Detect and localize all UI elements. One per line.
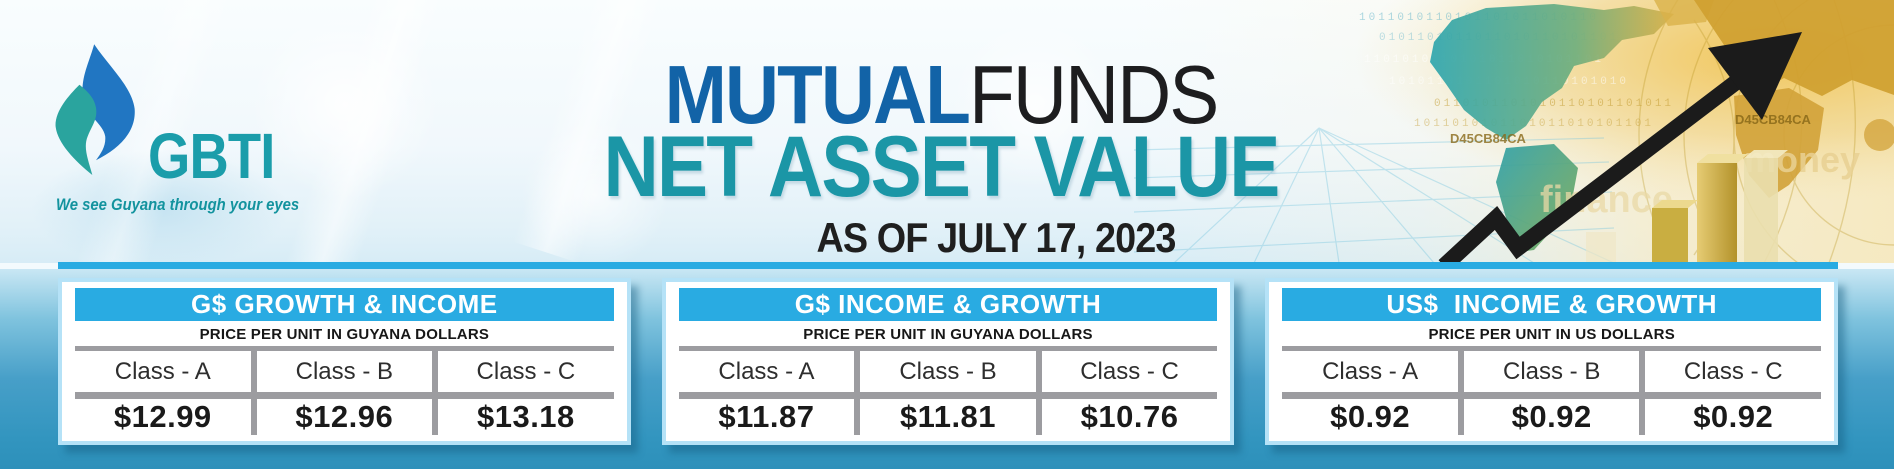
- brand-tagline: We see Guyana through your eyes: [56, 196, 300, 214]
- fund-grid: Class - A Class - B Class - C $12.99 $12…: [75, 351, 614, 435]
- divider: [678, 346, 1218, 351]
- bar-chart-icon: [1586, 150, 1788, 263]
- fund-title: G$ INCOME & GROWTH: [678, 288, 1218, 321]
- fund-subtitle: PRICE PER UNIT IN GUYANA DOLLARS: [199, 326, 490, 343]
- divider-rule: [58, 262, 1838, 269]
- fund-title: G$ GROWTH & INCOME: [75, 288, 614, 321]
- class-b-price: $12.96: [295, 399, 394, 434]
- class-b-header: Class - B: [899, 357, 997, 385]
- fund-title: US$ INCOME & GROWTH: [1282, 288, 1822, 321]
- class-b-price: $11.81: [899, 399, 997, 434]
- fund-card-us-income-growth: US$ INCOME & GROWTH PRICE PER UNIT IN US…: [1265, 278, 1839, 445]
- growth-arrow-icon: [1438, 32, 1802, 263]
- divider: [1282, 392, 1822, 399]
- class-a-price: $11.87: [718, 399, 815, 434]
- australia-shape: [1864, 119, 1894, 151]
- hex-code-label: D45CB84CA: [1450, 131, 1526, 146]
- class-a-header: Class - A: [1322, 357, 1419, 385]
- logo-flame-teal: [55, 84, 97, 175]
- title-mutual: MUTUAL: [664, 48, 971, 141]
- fund-grid: Class - A Class - B Class - C $11.87 $11…: [678, 351, 1218, 435]
- as-of-date: AS OF JULY 17, 2023: [816, 214, 1176, 261]
- class-c-price: $0.92: [1693, 399, 1774, 434]
- divider: [1282, 346, 1822, 351]
- class-c-price: $13.18: [476, 399, 575, 434]
- class-c-price: $10.76: [1080, 399, 1179, 434]
- fund-tables-section: G$ GROWTH & INCOME PRICE PER UNIT IN GUY…: [58, 278, 1839, 445]
- fund-subtitle: PRICE PER UNIT IN US DOLLARS: [1428, 326, 1675, 343]
- class-c-header: Class - C: [476, 357, 576, 385]
- north-america-shape: [1430, 4, 1674, 140]
- gbti-logo-icon: [55, 44, 135, 175]
- class-a-price: $0.92: [1330, 399, 1411, 434]
- divider: [678, 392, 1218, 399]
- fund-grid: Class - A Class - B Class - C $0.92 $0.9…: [1282, 351, 1822, 435]
- binary-row: 1011010101101011010101101: [1414, 118, 1654, 130]
- divider: [75, 392, 614, 399]
- class-b-header: Class - B: [295, 357, 393, 385]
- fund-subtitle: PRICE PER UNIT IN GUYANA DOLLARS: [803, 326, 1093, 343]
- fund-card-gs-growth-income: G$ GROWTH & INCOME PRICE PER UNIT IN GUY…: [58, 278, 631, 445]
- class-a-price: $12.99: [113, 399, 212, 434]
- finance-collage-graphic: 1011010110101101011010110 01011010110110…: [1134, 0, 1894, 263]
- logo-flame-blue: [82, 44, 135, 161]
- title-block: MUTUALFUNDS NET ASSET VALUE AS OF JULY 1…: [562, 53, 1320, 260]
- class-b-price: $0.92: [1511, 399, 1592, 434]
- south-america-shape: [1496, 144, 1578, 252]
- brand-logo-block: GBTI We see Guyana through your eyes: [0, 0, 340, 263]
- class-c-header: Class - C: [1080, 357, 1179, 385]
- class-a-header: Class - A: [114, 357, 211, 385]
- brand-name: GBTI: [148, 120, 275, 192]
- class-a-header: Class - A: [718, 357, 815, 385]
- fund-card-gs-income-growth: G$ INCOME & GROWTH PRICE PER UNIT IN GUY…: [661, 278, 1235, 445]
- class-b-header: Class - B: [1502, 357, 1601, 385]
- divider: [75, 346, 614, 351]
- hex-code-label: D45CB84CA: [1735, 112, 1811, 127]
- class-c-header: Class - C: [1683, 357, 1783, 385]
- page-title-line2: NET ASSET VALUE: [603, 119, 1281, 215]
